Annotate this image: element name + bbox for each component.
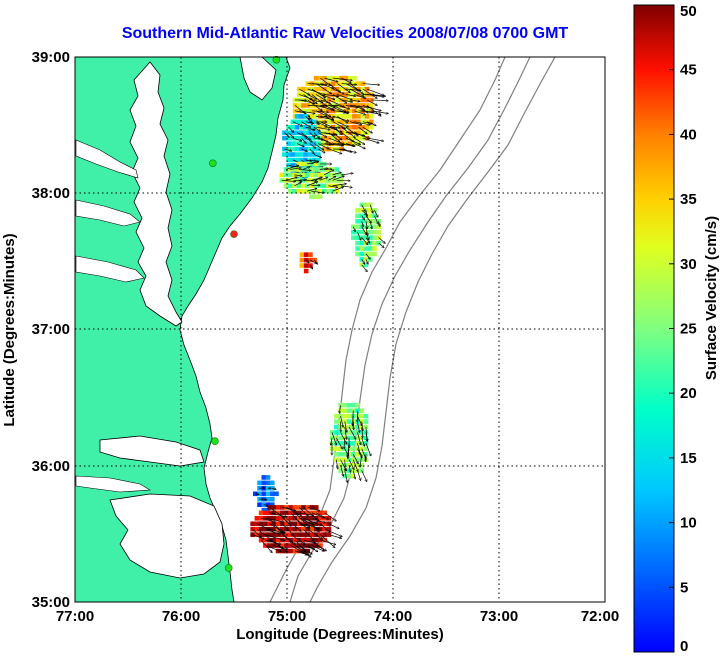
- velocity-region-hatteras-north: [330, 402, 371, 482]
- colorbar-tick-label: 25: [680, 321, 697, 338]
- velocity-region-south-delmarva-patch: [279, 161, 353, 200]
- delaware-bay: [239, 57, 277, 101]
- x-tick-label: 77:00: [56, 608, 94, 625]
- land-mass: [75, 57, 291, 602]
- x-axis: 77:00 76:00 75:00 74:00 73:00 72:00 Long…: [56, 608, 619, 643]
- y-tick-label: 35:00: [32, 594, 70, 611]
- plot-frame: [74, 56, 606, 603]
- grid: [75, 57, 605, 602]
- colorbar-tick-label: 5: [680, 579, 688, 596]
- x-tick-label: 74:00: [374, 608, 412, 625]
- velocity-region-hatteras-blue: [253, 475, 279, 513]
- colorbar-tick-label: 30: [680, 256, 697, 273]
- radar-station-marker: [230, 230, 238, 238]
- y-axis: 39:00 38:00 37:00 36:00 35:00 Latitude (…: [1, 49, 70, 611]
- y-tick-label: 37:00: [32, 321, 70, 338]
- y-axis-label: Latitude (Degrees:Minutes): [1, 233, 18, 426]
- radar-station-marker: [224, 564, 233, 572]
- x-tick-label: 75:00: [268, 608, 306, 625]
- contour-shelf-100m: [289, 57, 531, 602]
- y-tick-label: 38:00: [32, 185, 70, 202]
- colorbar-tick-label: 50: [680, 3, 697, 20]
- colorbar-ticks: 0 5 10 15 20 25 30 35 40 45 50: [669, 3, 697, 655]
- radar-station-marker: [211, 437, 219, 446]
- tributary-west: [75, 139, 139, 179]
- map-title: Southern Mid-Atlantic Raw Velocities 200…: [122, 25, 569, 42]
- colorbar-tick-label: 0: [680, 638, 688, 655]
- radar-stations: [209, 55, 281, 572]
- colorbar-tick-label: 40: [680, 126, 697, 143]
- colorbar-tick-label: 45: [680, 62, 697, 79]
- colorbar-tick-label: 35: [680, 191, 697, 208]
- x-tick-label: 76:00: [162, 608, 200, 625]
- tributary-west-3: [75, 255, 145, 283]
- colorbar-gradient: [633, 4, 675, 653]
- colorbar-tick-label: 20: [680, 385, 697, 402]
- velocity-field: [250, 75, 388, 557]
- tributary-west-2: [75, 199, 141, 227]
- contour-shelf-200m: [309, 57, 556, 602]
- velocity-region-chesapeake-mouth-patch: [299, 252, 318, 274]
- sound-inlet: [75, 475, 151, 493]
- albemarle-sound: [99, 435, 205, 467]
- chesapeake-bay: [129, 61, 183, 327]
- radar-station-marker: [209, 159, 217, 168]
- y-tick-label: 36:00: [32, 458, 70, 475]
- velocity-region-midshelf-strip: [351, 202, 385, 272]
- x-axis-label: Longitude (Degrees:Minutes): [236, 626, 444, 643]
- y-tick-label: 39:00: [32, 49, 70, 66]
- x-tick-label: 72:00: [581, 608, 619, 625]
- x-tick-label: 73:00: [480, 608, 518, 625]
- colorbar-tick-label: 10: [680, 515, 697, 532]
- colorbar: 0 5 10 15 20 25 30 35 40 45 50 Surface Velocity (c…: [633, 3, 720, 655]
- colorbar-tick-label: 15: [680, 450, 697, 467]
- radar-station-marker: [272, 55, 281, 64]
- colorbar-label: Surface Velocity (cm/s): [703, 216, 720, 380]
- pamlico-sound: [109, 493, 225, 579]
